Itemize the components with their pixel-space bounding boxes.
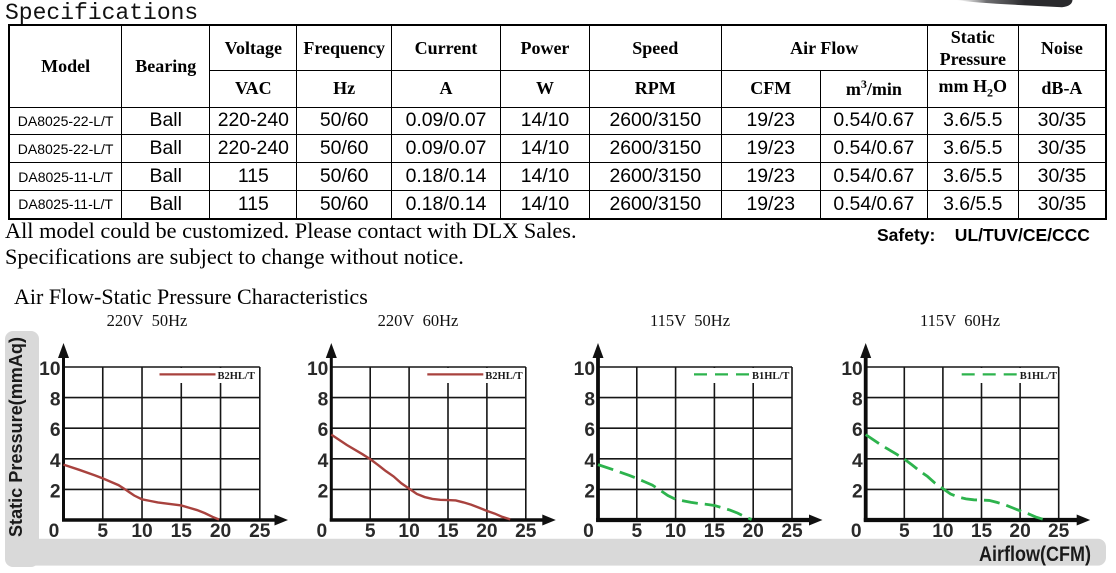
- svg-text:5: 5: [899, 521, 910, 542]
- svg-text:10: 10: [574, 359, 595, 380]
- svg-text:15: 15: [437, 521, 459, 542]
- svg-text:2: 2: [50, 481, 61, 502]
- svg-text:15: 15: [171, 521, 193, 542]
- svg-text:25: 25: [781, 521, 803, 542]
- svg-text:25: 25: [1048, 521, 1070, 542]
- svg-text:6: 6: [50, 420, 61, 441]
- svg-text:2: 2: [852, 481, 863, 502]
- svg-text:5: 5: [97, 521, 108, 542]
- svg-text:8: 8: [318, 390, 329, 411]
- svg-text:6: 6: [852, 420, 863, 441]
- svg-text:20: 20: [1009, 521, 1030, 542]
- svg-text:2: 2: [318, 481, 329, 502]
- svg-text:10: 10: [39, 359, 60, 380]
- svg-text:10: 10: [665, 521, 686, 542]
- svg-text:4: 4: [584, 451, 595, 472]
- svg-text:10: 10: [841, 359, 862, 380]
- svg-text:5: 5: [631, 521, 642, 542]
- svg-text:10: 10: [932, 521, 953, 542]
- svg-text:10: 10: [307, 359, 328, 380]
- svg-text:8: 8: [584, 390, 595, 411]
- svg-text:25: 25: [515, 521, 537, 542]
- svg-text:0: 0: [583, 521, 594, 542]
- svg-text:4: 4: [50, 451, 61, 472]
- svg-text:8: 8: [50, 390, 61, 411]
- svg-text:10: 10: [398, 521, 419, 542]
- svg-text:20: 20: [210, 521, 231, 542]
- svg-text:8: 8: [852, 390, 863, 411]
- svg-text:4: 4: [852, 451, 863, 472]
- svg-text:0: 0: [316, 521, 327, 542]
- svg-text:5: 5: [365, 521, 376, 542]
- svg-text:15: 15: [971, 521, 993, 542]
- svg-text:6: 6: [318, 420, 329, 441]
- svg-text:0: 0: [851, 521, 862, 542]
- svg-text:220V 60Hz: 220V 60Hz: [378, 311, 459, 330]
- svg-text:25: 25: [249, 521, 271, 542]
- svg-text:10: 10: [131, 521, 152, 542]
- svg-text:20: 20: [743, 521, 764, 542]
- svg-text:B2HL/T: B2HL/T: [485, 371, 522, 382]
- svg-text:B1HL/T: B1HL/T: [1020, 371, 1057, 382]
- svg-text:B1HL/T: B1HL/T: [752, 371, 789, 382]
- svg-text:Static Pressure(mmAq): Static Pressure(mmAq): [6, 337, 26, 537]
- svg-text:15: 15: [704, 521, 726, 542]
- svg-text:115V 60Hz: 115V 60Hz: [920, 311, 1000, 330]
- svg-text:Airflow(CFM): Airflow(CFM): [979, 542, 1091, 566]
- svg-text:2: 2: [584, 481, 595, 502]
- svg-text:6: 6: [584, 420, 595, 441]
- svg-text:B2HL/T: B2HL/T: [218, 371, 255, 382]
- svg-text:4: 4: [318, 451, 329, 472]
- svg-text:115V 50Hz: 115V 50Hz: [650, 311, 730, 330]
- svg-text:20: 20: [476, 521, 497, 542]
- svg-text:220V 50Hz: 220V 50Hz: [107, 311, 188, 330]
- svg-text:0: 0: [49, 521, 60, 542]
